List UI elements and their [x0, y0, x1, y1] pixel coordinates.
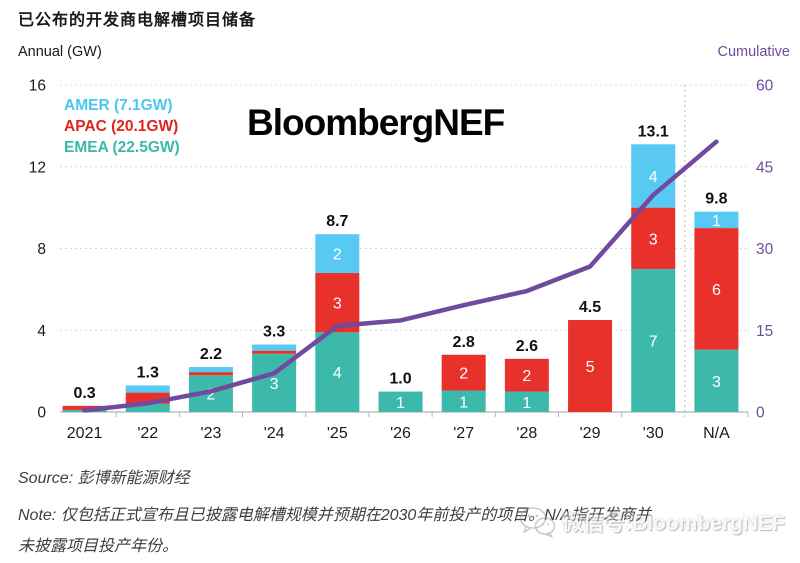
svg-text:1: 1: [459, 394, 468, 411]
svg-text:6: 6: [712, 282, 721, 299]
bloombergnef-watermark: BloombergNEF: [247, 102, 505, 143]
svg-text:4.5: 4.5: [579, 299, 601, 316]
svg-text:'27: '27: [453, 425, 474, 442]
source-text: Source: 彭博新能源财经: [18, 470, 190, 487]
note-line-1: Note: 仅包括正式宣布且已披露电解槽规模并预期在2030年前投产的项目。N/…: [18, 507, 651, 524]
svg-text:0: 0: [756, 405, 765, 422]
svg-text:2.2: 2.2: [200, 346, 222, 363]
legend-item-emea: EMEA (22.5GW): [64, 139, 180, 156]
svg-text:5: 5: [586, 359, 595, 376]
svg-text:12: 12: [29, 159, 46, 176]
svg-text:2: 2: [459, 366, 468, 383]
note-text: Note: 仅包括正式宣布且已披露电解槽规模并预期在2030年前投产的项目。N/…: [18, 500, 798, 562]
note-line-2: 未披露项目投产年份。: [18, 538, 179, 555]
svg-text:'24: '24: [264, 425, 285, 442]
svg-text:N/A: N/A: [703, 425, 730, 442]
svg-text:'30: '30: [643, 425, 664, 442]
svg-text:30: 30: [756, 241, 774, 258]
svg-text:1.0: 1.0: [389, 371, 411, 388]
svg-text:4: 4: [649, 169, 658, 186]
svg-text:2.8: 2.8: [453, 334, 475, 351]
svg-text:3.3: 3.3: [263, 324, 285, 341]
svg-text:45: 45: [756, 159, 773, 176]
svg-text:3: 3: [649, 231, 658, 248]
svg-text:8: 8: [37, 241, 46, 258]
svg-text:60: 60: [756, 78, 774, 95]
svg-text:'29: '29: [580, 425, 601, 442]
svg-text:'23: '23: [201, 425, 222, 442]
right-axis-caption: Cumulative: [717, 44, 790, 60]
svg-text:15: 15: [756, 323, 773, 340]
svg-text:1: 1: [712, 213, 721, 230]
svg-text:2: 2: [333, 247, 342, 264]
svg-text:8.7: 8.7: [326, 213, 348, 230]
svg-text:13.1: 13.1: [638, 123, 669, 140]
legend-item-apac: APAC (20.1GW): [64, 118, 179, 135]
pipeline-chart: 04812160153045600.31.322.233.34328.711.0…: [29, 78, 774, 443]
svg-text:16: 16: [29, 78, 46, 95]
svg-text:4: 4: [37, 323, 46, 340]
svg-text:1: 1: [396, 395, 405, 412]
svg-text:2.6: 2.6: [516, 338, 538, 355]
chart-legend: AMER (7.1GW) APAC (20.1GW) EMEA (22.5GW): [64, 95, 180, 158]
svg-text:'25: '25: [327, 425, 348, 442]
svg-text:3: 3: [333, 296, 342, 313]
svg-text:0.3: 0.3: [73, 385, 95, 402]
legend-item-amer: AMER (7.1GW): [64, 97, 173, 114]
svg-text:'26: '26: [390, 425, 411, 442]
svg-text:1: 1: [522, 395, 531, 412]
svg-text:9.8: 9.8: [705, 191, 727, 208]
svg-text:'28: '28: [516, 425, 537, 442]
svg-text:1.3: 1.3: [137, 364, 159, 381]
svg-text:0: 0: [37, 405, 46, 422]
svg-text:3: 3: [712, 374, 721, 391]
svg-text:'22: '22: [137, 425, 158, 442]
svg-text:7: 7: [649, 333, 658, 350]
svg-text:2: 2: [522, 368, 531, 385]
svg-text:2021: 2021: [67, 425, 103, 442]
left-axis-caption: Annual (GW): [18, 44, 102, 60]
svg-text:4: 4: [333, 365, 342, 382]
svg-text:2: 2: [207, 387, 216, 404]
svg-text:3: 3: [270, 376, 279, 393]
page-title: 已公布的开发商电解槽项目储备: [18, 12, 257, 29]
